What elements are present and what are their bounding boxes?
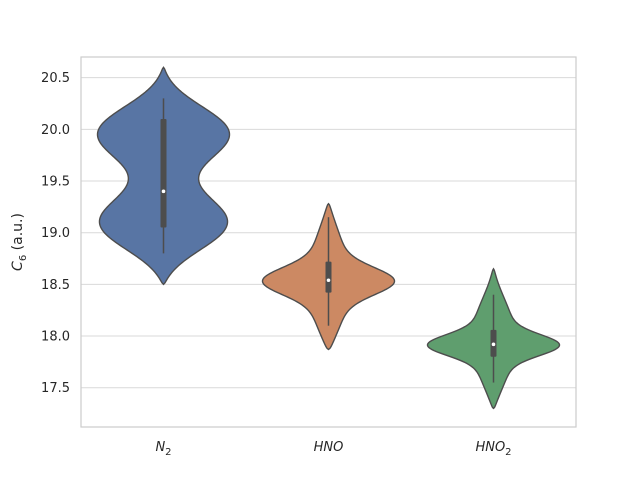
- violin-iqr-box: [325, 261, 332, 293]
- violins: [96, 66, 561, 410]
- y-tick-label: 20.5: [41, 71, 70, 86]
- x-tick-label: N2: [155, 440, 171, 458]
- y-tick-label: 18.0: [41, 330, 70, 345]
- y-tick-label: 19.5: [41, 175, 70, 190]
- plot-frame: [80, 56, 577, 428]
- y-tick-labels: 17.5 18.0 18.5 19.0 19.5 20.0 20.5: [41, 71, 70, 396]
- x-tick-label: HNO2: [475, 440, 511, 458]
- violin-median: [161, 189, 166, 194]
- x-tick-labels: N2 HNO HNO2: [155, 440, 511, 458]
- violin-iqr-box: [160, 119, 167, 228]
- y-tick-label: 17.5: [41, 381, 70, 396]
- x-tick-label: HNO: [314, 440, 344, 455]
- y-tick-label: 18.5: [41, 278, 70, 293]
- y-axis-label: C6 (a.u.): [10, 213, 29, 271]
- violin-median: [326, 278, 331, 283]
- y-tick-label: 20.0: [41, 123, 70, 138]
- violin-median: [491, 342, 496, 347]
- y-tick-label: 19.0: [41, 226, 70, 241]
